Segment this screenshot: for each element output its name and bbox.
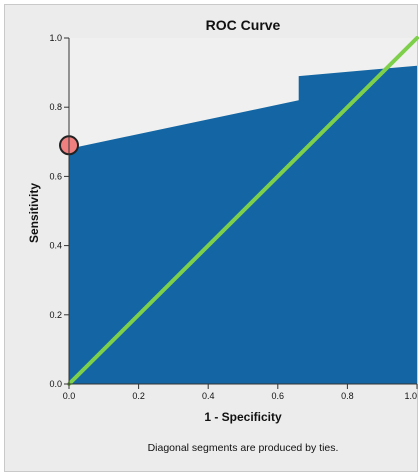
diagonal-reference-line <box>67 36 419 386</box>
x-tick-label: 1.0 <box>404 391 417 401</box>
y-tick-label: 0.0 <box>49 379 62 389</box>
y-tick-label: 0.6 <box>49 171 62 181</box>
footnote: Diagonal segments are produced by ties. <box>148 442 339 454</box>
x-tick-label: 0.0 <box>63 391 76 401</box>
x-tick-label: 0.4 <box>202 391 215 401</box>
y-tick-label: 0.2 <box>49 310 62 320</box>
y-axis-label: Sensitivity <box>27 183 41 243</box>
x-tick-label: 0.2 <box>132 391 145 401</box>
chart-title: ROC Curve <box>206 17 281 33</box>
x-tick-label: 0.8 <box>341 391 354 401</box>
y-tick-label: 0.8 <box>49 102 62 112</box>
x-axis-ticks: 0.0 0.2 0.4 0.6 0.8 1.0 <box>63 384 418 401</box>
y-axis-ticks: 0.0 0.2 0.4 0.6 0.8 1.0 <box>49 33 69 389</box>
y-tick-label: 0.4 <box>49 241 62 251</box>
roc-area <box>69 65 417 384</box>
y-tick-label: 1.0 <box>49 33 62 43</box>
axes <box>68 38 417 385</box>
x-tick-label: 0.6 <box>272 391 285 401</box>
x-axis-label: 1 - Specificity <box>204 410 282 424</box>
